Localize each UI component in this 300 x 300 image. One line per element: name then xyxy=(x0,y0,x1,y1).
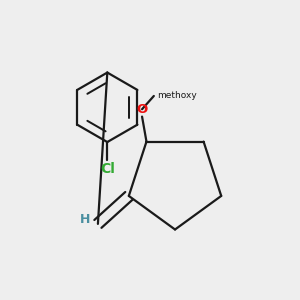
Text: Cl: Cl xyxy=(100,162,115,176)
Text: O: O xyxy=(136,103,148,116)
Text: methoxy: methoxy xyxy=(158,92,197,100)
Text: H: H xyxy=(80,213,91,226)
